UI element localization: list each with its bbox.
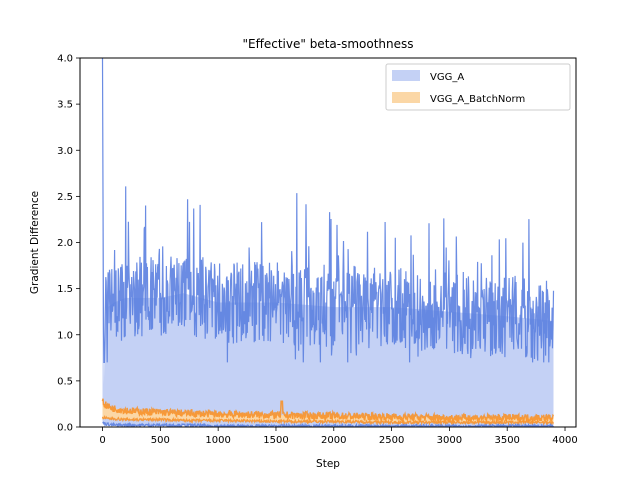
series-min-line-vgg-a-batchnorm	[101, 414, 555, 426]
y-axis: 0.0 0.5 1.0 1.5 2.0 2.5 3.0 3.5 4.0	[57, 54, 80, 434]
y-axis-label: Gradient Difference	[29, 191, 41, 294]
legend-swatch-vgg-a	[392, 70, 420, 81]
x-tick-label: 4000	[552, 435, 577, 446]
series-line-vgg-a-batchnorm	[101, 398, 555, 424]
x-tick-label: 500	[151, 435, 170, 446]
y-tick-label: 3.5	[57, 100, 73, 111]
y-tick-label: 1.5	[57, 284, 73, 295]
legend-label-vgg-a: VGG_A	[430, 72, 464, 83]
x-axis-label: Step	[316, 458, 340, 470]
x-tick-label: 1000	[205, 435, 230, 446]
legend-frame	[385, 63, 571, 111]
y-tick-label: 4.0	[57, 54, 73, 65]
x-tick-label: 0	[99, 435, 105, 446]
legend: VGG_A VGG_A_BatchNorm	[385, 63, 571, 111]
plot-area	[101, 58, 555, 427]
y-tick-label: 3.0	[57, 146, 73, 157]
y-tick-label: 0.5	[57, 376, 73, 387]
y-tick-label: 2.0	[57, 238, 73, 249]
series-min-line-vgg-a	[102, 421, 555, 427]
x-axis: 0 500 1000 1500 2000 2500 3000 3500 4000	[99, 427, 578, 446]
chart-title: "Effective" beta-smoothness	[242, 37, 413, 51]
y-tick-label: 2.5	[57, 192, 73, 203]
legend-label-vgg-a-batchnorm: VGG_A_BatchNorm	[430, 94, 525, 105]
x-tick-label: 1500	[263, 435, 288, 446]
x-tick-label: 3500	[494, 435, 519, 446]
x-tick-label: 3000	[437, 435, 462, 446]
series-fill-vgg-a	[102, 58, 554, 427]
legend-swatch-vgg-a-batchnorm	[392, 92, 420, 103]
series-line-vgg-a	[101, 58, 555, 363]
y-tick-label: 0.0	[57, 423, 73, 434]
x-tick-label: 2000	[321, 435, 346, 446]
x-tick-label: 2500	[379, 435, 404, 446]
y-tick-label: 1.0	[57, 330, 73, 341]
